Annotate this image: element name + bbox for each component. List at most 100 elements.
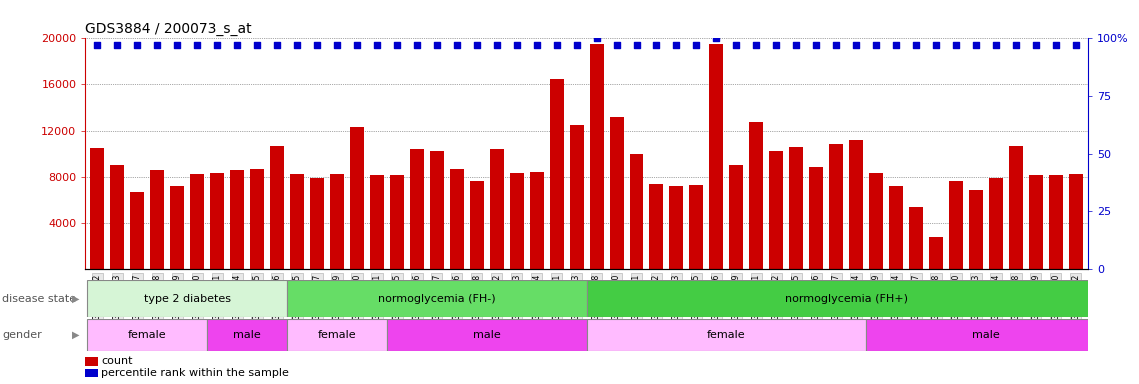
- Point: [707, 35, 726, 41]
- Text: female: female: [318, 330, 357, 340]
- Bar: [929, 237, 943, 269]
- Point: [1047, 42, 1065, 48]
- Point: [527, 42, 546, 48]
- Point: [548, 42, 566, 48]
- Point: [787, 42, 805, 48]
- Bar: [110, 165, 124, 269]
- Point: [887, 42, 906, 48]
- Point: [647, 42, 665, 48]
- Point: [768, 42, 786, 48]
- Text: ▶: ▶: [72, 294, 80, 304]
- Bar: [710, 44, 723, 269]
- Bar: [670, 186, 683, 269]
- Point: [208, 42, 227, 48]
- Bar: [1009, 146, 1023, 269]
- Bar: [969, 190, 983, 269]
- Text: normoglycemia (FH+): normoglycemia (FH+): [785, 293, 908, 304]
- Bar: [90, 148, 105, 269]
- Bar: [190, 174, 204, 269]
- Bar: [429, 151, 444, 269]
- Bar: [251, 169, 264, 269]
- Bar: [370, 175, 384, 269]
- Bar: [88, 319, 207, 351]
- Bar: [171, 186, 185, 269]
- Point: [847, 42, 866, 48]
- Point: [308, 42, 326, 48]
- Bar: [211, 173, 224, 269]
- Bar: [769, 151, 784, 269]
- Bar: [287, 280, 587, 317]
- Bar: [869, 173, 883, 269]
- Bar: [490, 149, 503, 269]
- Bar: [890, 186, 903, 269]
- Point: [588, 35, 606, 41]
- Bar: [390, 175, 404, 269]
- Bar: [989, 178, 1002, 269]
- Bar: [469, 181, 484, 269]
- Text: female: female: [707, 330, 746, 340]
- Point: [428, 42, 446, 48]
- Bar: [387, 319, 587, 351]
- Bar: [587, 280, 1106, 317]
- Bar: [949, 181, 962, 269]
- Bar: [207, 319, 287, 351]
- Text: percentile rank within the sample: percentile rank within the sample: [101, 368, 289, 378]
- Bar: [570, 125, 583, 269]
- Bar: [649, 184, 663, 269]
- Text: disease state: disease state: [2, 294, 76, 304]
- Bar: [450, 169, 464, 269]
- Bar: [866, 319, 1106, 351]
- Text: male: male: [473, 330, 501, 340]
- Bar: [689, 185, 704, 269]
- Bar: [789, 147, 803, 269]
- Point: [448, 42, 466, 48]
- Bar: [330, 174, 344, 269]
- Point: [368, 42, 386, 48]
- Text: gender: gender: [2, 330, 42, 340]
- Point: [808, 42, 826, 48]
- Bar: [729, 165, 744, 269]
- Bar: [287, 319, 387, 351]
- Point: [468, 42, 486, 48]
- Bar: [1029, 175, 1043, 269]
- Text: count: count: [101, 356, 133, 366]
- Point: [967, 42, 985, 48]
- Text: male: male: [233, 330, 261, 340]
- Point: [567, 42, 585, 48]
- Point: [927, 42, 945, 48]
- Bar: [88, 280, 287, 317]
- Bar: [150, 170, 164, 269]
- Point: [387, 42, 405, 48]
- Bar: [1049, 175, 1063, 269]
- Bar: [530, 172, 543, 269]
- Bar: [609, 117, 623, 269]
- Point: [667, 42, 686, 48]
- Bar: [410, 149, 424, 269]
- Point: [129, 42, 147, 48]
- Bar: [749, 122, 763, 269]
- Text: GDS3884 / 200073_s_at: GDS3884 / 200073_s_at: [85, 22, 252, 36]
- Point: [907, 42, 925, 48]
- Bar: [829, 144, 843, 269]
- Point: [1066, 42, 1084, 48]
- Point: [288, 42, 306, 48]
- Point: [827, 42, 845, 48]
- Bar: [130, 192, 145, 269]
- Point: [687, 42, 705, 48]
- Bar: [510, 173, 524, 269]
- Point: [248, 42, 267, 48]
- Point: [487, 42, 506, 48]
- Point: [408, 42, 426, 48]
- Point: [228, 42, 246, 48]
- Bar: [587, 319, 866, 351]
- Text: type 2 diabetes: type 2 diabetes: [144, 293, 231, 304]
- Point: [188, 42, 206, 48]
- Point: [268, 42, 286, 48]
- Point: [747, 42, 765, 48]
- Point: [628, 42, 646, 48]
- Point: [1007, 42, 1025, 48]
- Point: [347, 42, 366, 48]
- Point: [108, 42, 126, 48]
- Point: [148, 42, 166, 48]
- Text: ▶: ▶: [72, 330, 80, 340]
